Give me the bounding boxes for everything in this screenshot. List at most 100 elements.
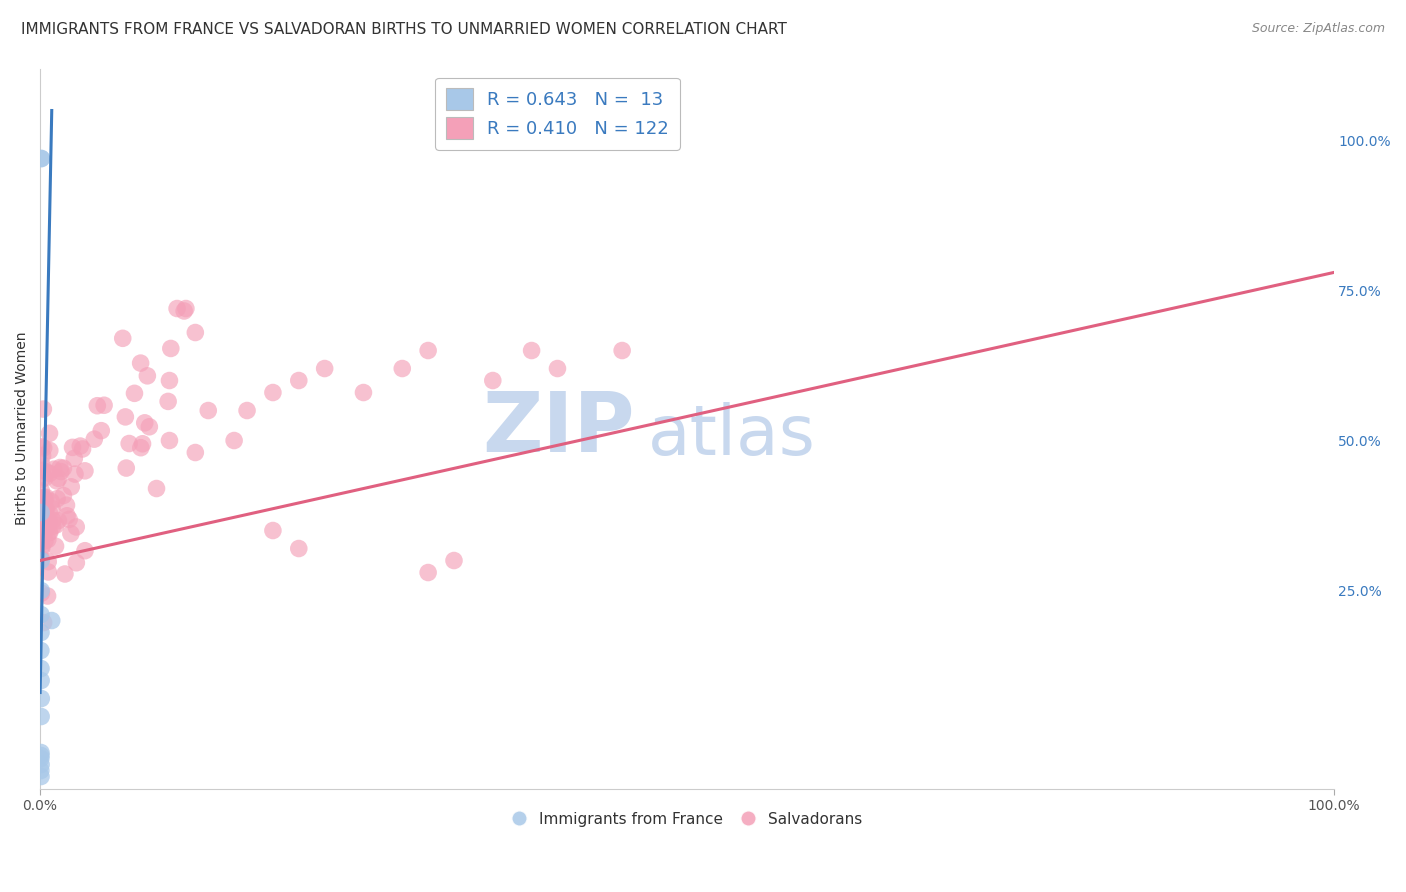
Point bbox=[37, 589, 59, 603]
Point bbox=[48, 514, 70, 528]
Point bbox=[129, 441, 152, 455]
Point bbox=[45, 474, 67, 488]
Point bbox=[35, 491, 58, 505]
Point bbox=[30, 770, 52, 784]
Text: atlas: atlas bbox=[648, 402, 815, 469]
Point bbox=[37, 519, 59, 533]
Point bbox=[38, 515, 60, 529]
Point bbox=[31, 527, 53, 541]
Point bbox=[41, 519, 63, 533]
Point bbox=[30, 491, 52, 505]
Point bbox=[546, 361, 568, 376]
Point bbox=[114, 409, 136, 424]
Point bbox=[38, 525, 60, 540]
Point bbox=[37, 516, 59, 530]
Point bbox=[34, 503, 56, 517]
Point bbox=[32, 615, 55, 630]
Point bbox=[53, 566, 76, 581]
Point bbox=[418, 343, 440, 358]
Point bbox=[46, 491, 69, 506]
Point bbox=[131, 436, 153, 450]
Point bbox=[48, 471, 70, 485]
Legend: Immigrants from France, Salvadorans: Immigrants from France, Salvadorans bbox=[503, 805, 870, 835]
Point bbox=[65, 556, 87, 570]
Point bbox=[224, 434, 246, 448]
Point bbox=[30, 552, 52, 566]
Point bbox=[262, 524, 284, 538]
Point bbox=[31, 523, 53, 537]
Point bbox=[31, 458, 53, 472]
Point bbox=[37, 533, 59, 547]
Text: ZIP: ZIP bbox=[482, 388, 636, 469]
Point bbox=[58, 512, 80, 526]
Point bbox=[30, 553, 52, 567]
Point bbox=[30, 757, 52, 772]
Point bbox=[32, 493, 55, 508]
Point bbox=[173, 304, 195, 318]
Point bbox=[59, 526, 82, 541]
Point bbox=[65, 520, 87, 534]
Point bbox=[118, 436, 141, 450]
Point bbox=[262, 385, 284, 400]
Point bbox=[55, 498, 77, 512]
Point bbox=[30, 691, 52, 706]
Point bbox=[30, 709, 52, 723]
Point bbox=[38, 443, 60, 458]
Point bbox=[30, 535, 52, 549]
Point bbox=[90, 424, 112, 438]
Point bbox=[38, 507, 60, 521]
Point bbox=[73, 543, 96, 558]
Point bbox=[30, 494, 52, 508]
Point bbox=[30, 751, 52, 765]
Point bbox=[32, 528, 55, 542]
Point bbox=[32, 507, 55, 521]
Point bbox=[31, 449, 53, 463]
Point bbox=[63, 451, 86, 466]
Point bbox=[83, 432, 105, 446]
Point bbox=[31, 508, 53, 523]
Point bbox=[93, 398, 115, 412]
Point bbox=[520, 343, 543, 358]
Point bbox=[34, 471, 56, 485]
Point bbox=[159, 374, 181, 388]
Point bbox=[115, 461, 138, 475]
Point bbox=[73, 464, 96, 478]
Point bbox=[31, 518, 53, 533]
Point bbox=[30, 661, 52, 675]
Point bbox=[38, 467, 60, 481]
Point bbox=[86, 399, 108, 413]
Point bbox=[69, 439, 91, 453]
Point bbox=[49, 460, 72, 475]
Point bbox=[30, 472, 52, 486]
Point bbox=[38, 525, 60, 540]
Point bbox=[38, 426, 60, 441]
Point bbox=[32, 402, 55, 417]
Point bbox=[60, 480, 83, 494]
Point bbox=[30, 540, 52, 554]
Point bbox=[184, 326, 207, 340]
Point bbox=[34, 533, 56, 548]
Point bbox=[30, 748, 52, 763]
Text: Source: ZipAtlas.com: Source: ZipAtlas.com bbox=[1251, 22, 1385, 36]
Point bbox=[45, 539, 67, 553]
Point bbox=[30, 643, 52, 657]
Text: IMMIGRANTS FROM FRANCE VS SALVADORAN BIRTHS TO UNMARRIED WOMEN CORRELATION CHART: IMMIGRANTS FROM FRANCE VS SALVADORAN BIR… bbox=[21, 22, 787, 37]
Point bbox=[49, 465, 72, 479]
Point bbox=[288, 541, 311, 556]
Point bbox=[30, 152, 52, 166]
Point bbox=[134, 416, 156, 430]
Point bbox=[31, 501, 53, 516]
Point bbox=[42, 462, 65, 476]
Point bbox=[52, 461, 75, 475]
Point bbox=[30, 764, 52, 778]
Point bbox=[34, 492, 56, 507]
Point bbox=[353, 385, 375, 400]
Point bbox=[159, 434, 181, 448]
Point bbox=[418, 566, 440, 580]
Point bbox=[32, 491, 55, 505]
Point bbox=[391, 361, 413, 376]
Point bbox=[30, 586, 52, 600]
Point bbox=[184, 445, 207, 459]
Point bbox=[41, 614, 63, 628]
Point bbox=[63, 467, 86, 481]
